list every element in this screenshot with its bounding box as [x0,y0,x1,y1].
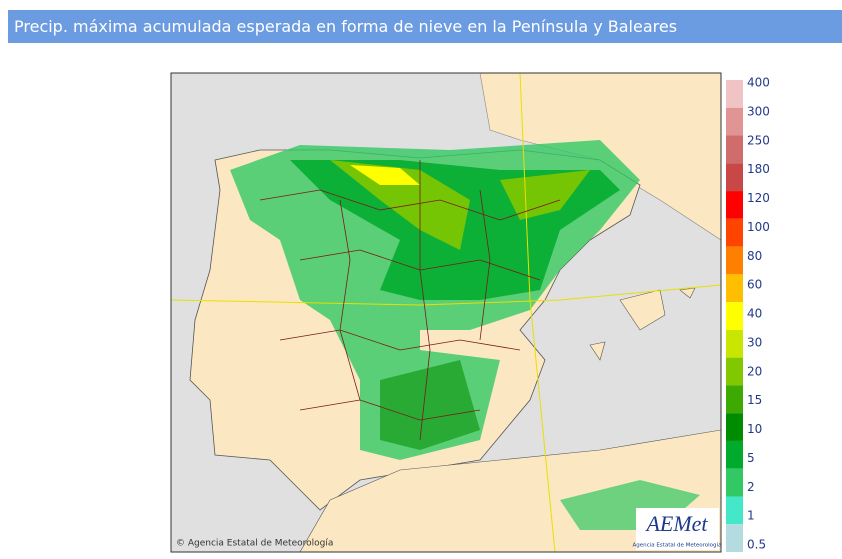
legend-swatch [726,80,743,108]
legend-label: 15 [747,393,762,407]
legend-label: 400 [747,76,770,90]
legend-label: 30 [747,335,762,349]
legend-label: 0.5 [747,538,766,552]
legend-label: 10 [747,422,762,436]
legend-swatch [726,329,743,358]
legend-swatch [726,524,743,552]
legend-label: 40 [747,307,762,321]
logo: AEMet [644,511,708,536]
legend-label: 120 [747,191,770,205]
map-frame [170,72,722,553]
legend-label: 80 [747,249,762,263]
legend-swatch [726,163,743,192]
legend-swatch [726,302,743,330]
legend-swatch [726,496,743,525]
legend-swatch [726,468,743,497]
legend-label: 20 [747,364,762,378]
logo-box [636,508,719,550]
legend-swatch [726,274,743,303]
logo-subtitle: Agencia Estatal de Meteorología [633,542,722,549]
page-title: Precip. máxima acumulada esperada en for… [8,10,842,43]
legend-swatch [726,357,743,386]
legend-swatch [726,107,743,136]
legend-label: 180 [747,162,770,176]
legend-swatch [726,246,743,275]
legend-swatch [726,413,743,441]
map [171,73,721,552]
copyright: © Agencia Estatal de Meteorología [176,539,333,549]
legend: 400 300 250 180 120 100 80 60 40 30 20 15 10 5 2 1 0.5 [726,76,770,552]
legend-label: 300 [747,104,770,118]
legend-swatch [726,440,743,469]
legend-label: 5 [747,451,755,465]
legend-swatch [726,135,743,164]
legend-swatch [726,385,743,414]
legend-swatch [726,218,743,247]
legend-label: 100 [747,220,770,234]
legend-label: 2 [747,480,755,494]
legend-label: 250 [747,133,770,147]
legend-swatch [726,191,743,219]
legend-label: 60 [747,278,762,292]
legend-label: 1 [747,509,755,523]
